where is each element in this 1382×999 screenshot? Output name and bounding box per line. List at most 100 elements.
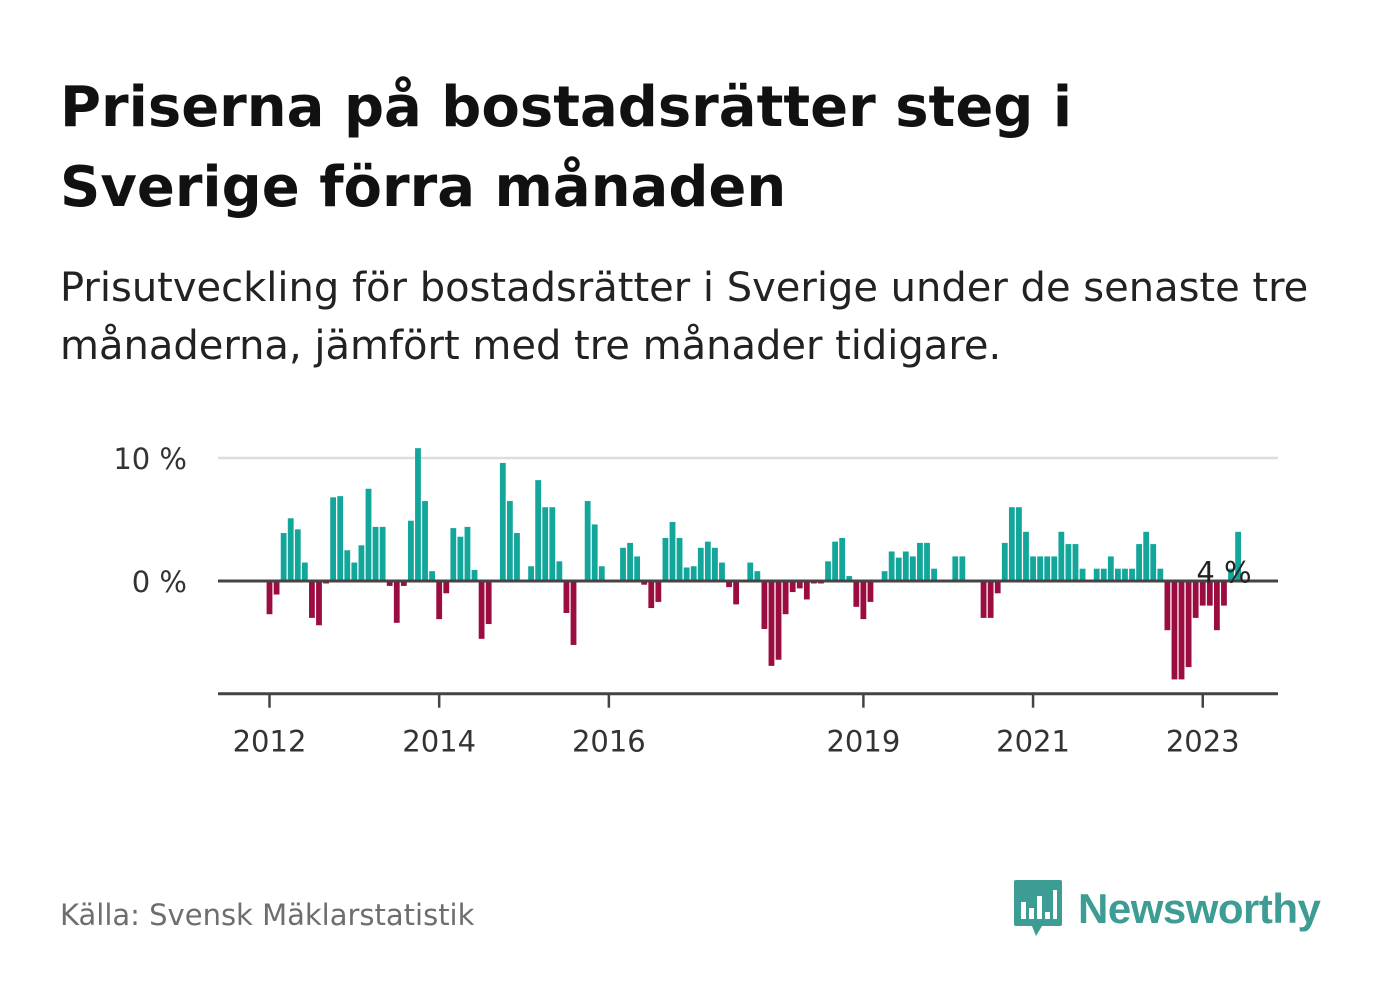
bar: [853, 581, 860, 607]
bar: [789, 581, 796, 593]
bar: [1206, 581, 1213, 606]
bar: [443, 581, 450, 594]
bar: [499, 462, 506, 581]
bar: [832, 541, 838, 581]
bar: [379, 526, 386, 581]
bar: [1072, 544, 1079, 581]
bar: [655, 581, 662, 602]
bar: [1001, 542, 1008, 581]
bar: [330, 497, 337, 581]
bar: [733, 581, 740, 605]
bar: [471, 569, 478, 581]
bar: [506, 501, 513, 581]
bar: [902, 551, 909, 581]
bar: [464, 526, 471, 581]
bar: [563, 581, 570, 613]
bar: [436, 581, 443, 620]
bar: [909, 556, 916, 581]
bar: [803, 581, 810, 600]
bar: [712, 547, 718, 581]
bar: [952, 556, 959, 581]
bar: [287, 518, 294, 581]
bar: [747, 562, 754, 581]
x-tick-label: 2016: [572, 725, 646, 759]
bar: [881, 571, 888, 581]
bar: [1192, 581, 1199, 618]
bar: [839, 537, 846, 581]
bar: [697, 547, 704, 581]
bar: [408, 520, 414, 581]
bar: [584, 501, 591, 581]
bar: [1171, 581, 1178, 680]
bar: [1157, 568, 1164, 581]
bar: [372, 526, 379, 581]
bar: [337, 496, 344, 581]
bar: [1213, 581, 1220, 631]
bar: [980, 581, 987, 618]
bar: [478, 581, 485, 639]
x-tick-label: 2014: [402, 725, 476, 759]
bar: [888, 551, 895, 581]
bar: [1093, 568, 1100, 581]
bar: [1016, 507, 1022, 581]
bar: [365, 488, 372, 581]
x-tick-label: 2012: [233, 725, 307, 759]
bar: [309, 581, 315, 618]
bar: [422, 501, 428, 581]
bar: [1115, 568, 1121, 581]
bar: [514, 533, 520, 581]
bar: [704, 541, 711, 581]
bar: [1079, 568, 1086, 581]
bar: [528, 566, 534, 581]
bar: [429, 571, 436, 581]
bar: [1023, 531, 1029, 581]
bar: [690, 566, 697, 581]
bar: [895, 557, 902, 581]
labels-layer: 0 % 10 % 2012 2014 2016 2019 2021 2023 4 %: [113, 442, 1251, 759]
bar: [1228, 568, 1234, 581]
newsworthy-logo: Newsworthy: [1012, 878, 1321, 940]
bar: [591, 524, 598, 581]
bar: [570, 581, 577, 645]
bar: [351, 562, 358, 581]
bar: [1100, 568, 1107, 581]
bar: [393, 581, 400, 623]
bar: [867, 581, 874, 602]
bars-layer: [266, 448, 1241, 680]
bar: [1051, 556, 1058, 581]
bar: [415, 448, 421, 581]
bar: [542, 507, 549, 581]
bar: [598, 566, 605, 581]
bar: [1037, 556, 1044, 581]
bar: [1164, 581, 1171, 631]
bar: [959, 556, 966, 581]
y-tick-label: 0 %: [132, 565, 187, 599]
bar: [535, 480, 542, 581]
bar: [1107, 556, 1114, 581]
bar: [1136, 544, 1143, 581]
bar: [273, 581, 280, 595]
bar: [400, 581, 407, 586]
newsworthy-bars-icon: [1014, 880, 1062, 936]
y-tick-label: 10 %: [113, 442, 187, 476]
bar: [1221, 581, 1227, 606]
bar: [987, 581, 994, 618]
bar: [634, 556, 641, 581]
bar: [994, 581, 1001, 594]
bar: [266, 581, 273, 615]
bar: [676, 537, 683, 581]
bar: [316, 581, 322, 626]
bar: [924, 542, 930, 581]
bar: [556, 561, 563, 581]
bar: [280, 533, 287, 581]
x-tick-label: 2021: [996, 725, 1070, 759]
bar: [1030, 556, 1036, 581]
bar: [1122, 568, 1128, 581]
x-tick-label: 2023: [1166, 725, 1240, 759]
bar: [726, 581, 732, 588]
bar: [1143, 531, 1150, 581]
bar: [549, 507, 556, 581]
bar: [485, 581, 492, 625]
bar: [775, 581, 782, 660]
bar: [1150, 544, 1157, 581]
